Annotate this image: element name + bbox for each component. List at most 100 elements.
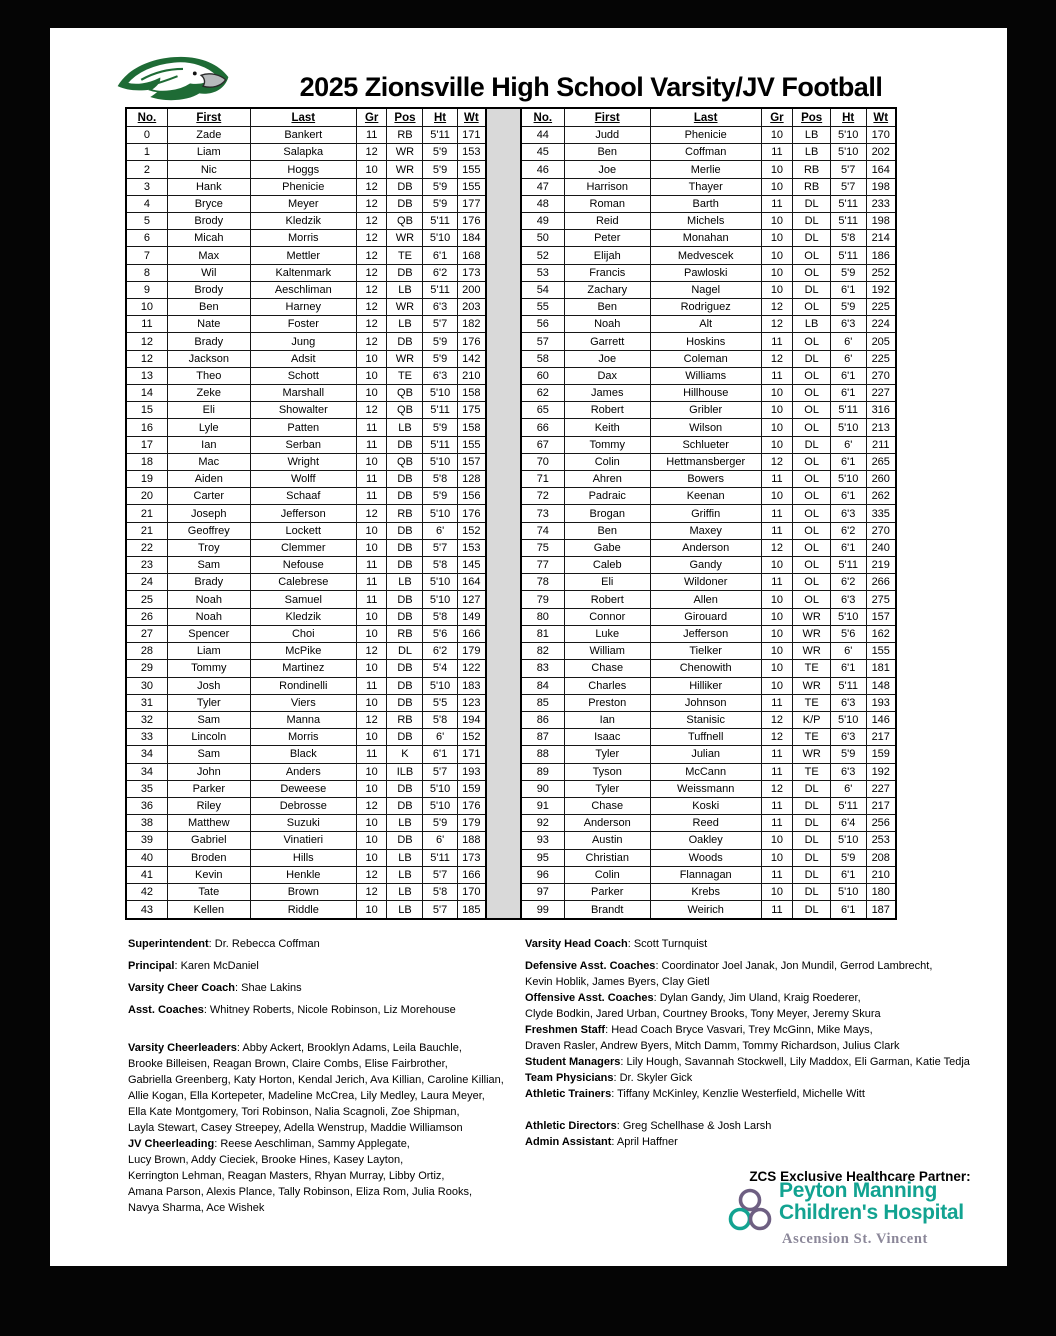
roster-cell: LB bbox=[386, 882, 424, 902]
roster-cell: Hank bbox=[166, 177, 251, 196]
roster-cell: Carter bbox=[166, 487, 251, 506]
roster-cell: Robert bbox=[563, 590, 651, 609]
roster-cell: Stanisic bbox=[649, 710, 762, 730]
roster-cell: 4 bbox=[125, 194, 168, 214]
roster-row: 28 Liam McPike 12 DL 6'2 179 bbox=[125, 642, 487, 661]
roster-cell: DL bbox=[792, 349, 831, 368]
roster-cell: 6'1 bbox=[829, 538, 867, 558]
roster-cell: 82 bbox=[520, 642, 565, 661]
roster-cell: 193 bbox=[456, 762, 487, 781]
roster-row: 52 Elijah Medvescek 10 OL 5'11 186 bbox=[520, 246, 897, 265]
roster-cell: Monahan bbox=[649, 229, 762, 248]
roster-cell: 10 bbox=[760, 487, 794, 506]
roster-cell: 80 bbox=[520, 607, 565, 626]
roster-row: 65 Robert Gribler 10 OL 5'11 316 bbox=[520, 401, 897, 420]
column-header: Last bbox=[649, 107, 762, 127]
roster-cell: 12 bbox=[760, 452, 794, 472]
roster-cell: LB bbox=[386, 848, 424, 867]
column-header: Gr bbox=[760, 107, 794, 127]
roster-cell: 12 bbox=[355, 212, 388, 231]
roster-cell: 5'10 bbox=[422, 590, 458, 609]
column-header: Last bbox=[249, 107, 357, 127]
staff-line: Gabriella Greenberg, Katy Horton, Kendal… bbox=[128, 1074, 504, 1086]
roster-row: 2 Nic Hoggs 10 WR 5'9 155 bbox=[125, 160, 487, 179]
roster-cell: OL bbox=[792, 298, 831, 317]
roster-cell: Samuel bbox=[249, 590, 357, 609]
roster-cell: Joseph bbox=[166, 504, 251, 523]
roster-cell: 275 bbox=[865, 590, 897, 609]
staff-line: Draven Rasler, Andrew Byers, Mitch Damm,… bbox=[525, 1040, 900, 1052]
roster-cell: 6'2 bbox=[829, 521, 867, 540]
roster-cell: 34 bbox=[125, 762, 168, 781]
roster-cell: 18 bbox=[125, 452, 168, 472]
roster-cell: 10 bbox=[760, 831, 794, 850]
roster-cell: 10 bbox=[760, 263, 794, 282]
roster-cell: 8 bbox=[125, 263, 168, 282]
roster-cell: 5'10 bbox=[829, 143, 867, 162]
roster-cell: 43 bbox=[125, 900, 168, 920]
roster-cell: 224 bbox=[865, 315, 897, 334]
roster-cell: QB bbox=[386, 452, 424, 472]
roster-cell: Anders bbox=[249, 762, 357, 781]
roster-cell: 24 bbox=[125, 573, 168, 592]
roster-cell: 10 bbox=[355, 624, 388, 644]
roster-cell: TE bbox=[386, 366, 424, 386]
roster-cell: Riley bbox=[166, 796, 251, 816]
roster-cell: DB bbox=[386, 590, 424, 609]
roster-row: 96 Colin Flannagan 11 DL 6'1 210 bbox=[520, 865, 897, 884]
roster-cell: Tyson bbox=[563, 762, 651, 781]
roster-cell: 12 bbox=[355, 796, 388, 816]
roster-row: 3 Hank Phenicie 12 DB 5'9 155 bbox=[125, 177, 487, 196]
roster-cell: 155 bbox=[865, 642, 897, 661]
roster-cell: Broden bbox=[166, 848, 251, 867]
roster-cell: Weirich bbox=[649, 900, 762, 920]
roster-cell: 6'1 bbox=[422, 745, 458, 764]
roster-cell: Kaltenmark bbox=[249, 263, 357, 282]
roster-cell: 5'10 bbox=[829, 831, 867, 850]
roster-row: 12 Brady Jung 12 DB 5'9 176 bbox=[125, 332, 487, 351]
roster-row: 12 Jackson Adsit 10 WR 5'9 142 bbox=[125, 349, 487, 368]
roster-cell: Gabriel bbox=[166, 831, 251, 850]
roster-cell: 73 bbox=[520, 504, 565, 523]
roster-cell: 5'11 bbox=[422, 848, 458, 867]
roster-cell: Wildoner bbox=[649, 573, 762, 592]
roster-cell: 29 bbox=[125, 659, 168, 678]
roster-cell: Anderson bbox=[563, 814, 651, 833]
roster-cell: Noah bbox=[563, 315, 651, 334]
roster-cell: Keenan bbox=[649, 487, 762, 506]
roster-cell: 10 bbox=[760, 882, 794, 902]
staff-line: Varsity Cheer Coach: Shae Lakins bbox=[128, 982, 302, 994]
roster-cell: 87 bbox=[520, 728, 565, 747]
roster-cell: Alt bbox=[649, 315, 762, 334]
staff-line: Navya Sharma, Ace Wishek bbox=[128, 1202, 265, 1214]
roster-cell: TE bbox=[386, 246, 424, 265]
column-header: First bbox=[166, 107, 251, 127]
roster-cell: 9 bbox=[125, 280, 168, 300]
roster-cell: 171 bbox=[456, 745, 487, 764]
roster-cell: QB bbox=[386, 401, 424, 420]
roster-cell: 164 bbox=[456, 573, 487, 592]
roster-cell: 175 bbox=[456, 401, 487, 420]
roster-cell: 5'9 bbox=[829, 745, 867, 764]
staff-line: Lucy Brown, Addy Cieciek, Brooke Hines, … bbox=[128, 1154, 404, 1166]
partner-heading: ZCS Exclusive Healthcare Partner: bbox=[749, 1169, 971, 1184]
staff-line: Allie Kogan, Ella Kortepeter, Madeline M… bbox=[128, 1090, 485, 1102]
roster-cell: 11 bbox=[355, 435, 388, 454]
roster-cell: 233 bbox=[865, 194, 897, 214]
roster-cell: 158 bbox=[456, 418, 487, 437]
roster-row: 17 Ian Serban 11 DB 5'11 155 bbox=[125, 435, 487, 454]
roster-row: 45 Ben Coffman 11 LB 5'10 202 bbox=[520, 143, 897, 162]
staff-line: Offensive Asst. Coaches: Dylan Gandy, Ji… bbox=[525, 992, 861, 1004]
roster-cell: TE bbox=[792, 762, 831, 781]
eagle-logo-icon bbox=[114, 48, 232, 108]
roster-cell: 12 bbox=[355, 332, 388, 351]
roster-cell: 11 bbox=[355, 556, 388, 575]
roster-cell: 5'10 bbox=[422, 384, 458, 403]
roster-cell: Liam bbox=[166, 143, 251, 162]
column-header: First bbox=[563, 107, 651, 127]
roster-cell: 12 bbox=[760, 538, 794, 558]
roster-cell: 10 bbox=[760, 659, 794, 678]
roster-cell: 5'11 bbox=[422, 280, 458, 300]
roster-cell: OL bbox=[792, 384, 831, 403]
roster-cell: Nagel bbox=[649, 280, 762, 300]
